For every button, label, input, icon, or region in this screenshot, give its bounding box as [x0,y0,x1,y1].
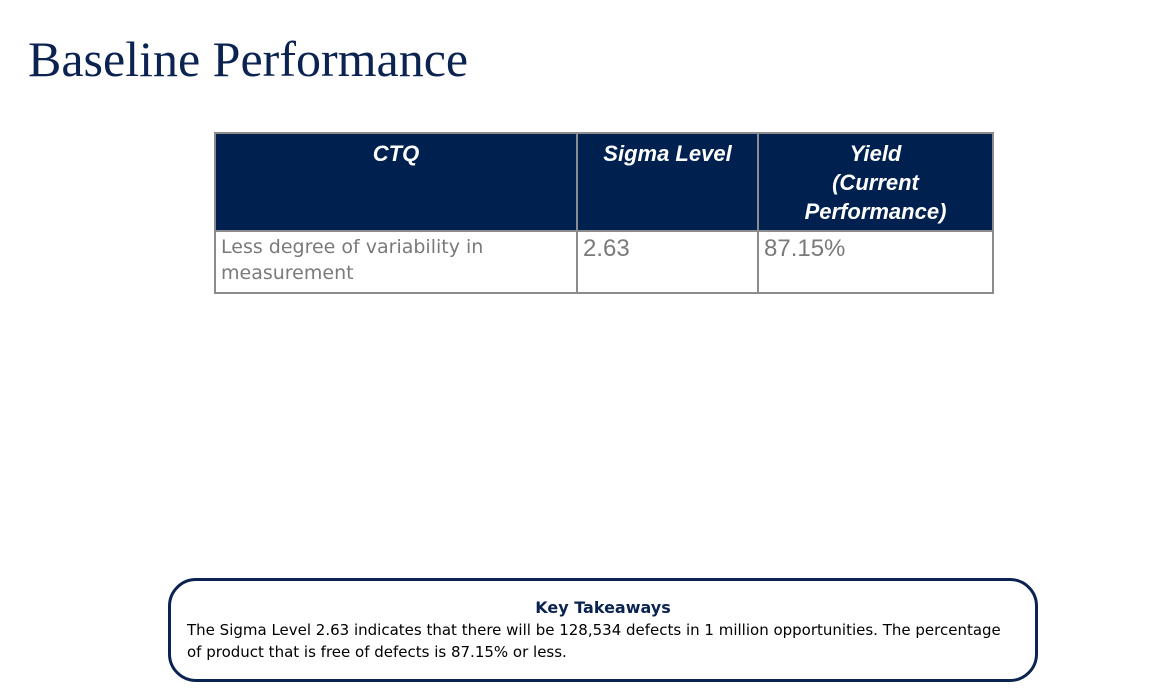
baseline-performance-table: CTQ Sigma Level Yield (Current Performan… [214,132,994,294]
key-takeaways-title: Key Takeaways [535,598,671,617]
cell-sigma-level: 2.63 [576,230,759,294]
header-yield-line-1: Yield [849,141,902,166]
key-takeaways-box: Key Takeaways The Sigma Level 2.63 indic… [168,578,1038,682]
header-sigma-level: Sigma Level [576,132,759,232]
cell-ctq: Less degree of variability in measuremen… [214,230,578,294]
slide-title: Baseline Performance [28,31,469,87]
cell-yield: 87.15% [757,230,994,294]
key-takeaways-body: The Sigma Level 2.63 indicates that ther… [187,621,1001,661]
table-header-row: CTQ Sigma Level Yield (Current Performan… [214,132,994,232]
header-yield: Yield (Current Performance) [757,132,994,232]
table-row: Less degree of variability in measuremen… [214,230,994,294]
header-yield-line-2: (Current [832,170,919,195]
baseline-table-container: CTQ Sigma Level Yield (Current Performan… [214,132,994,294]
header-yield-line-3: Performance) [804,199,947,224]
header-ctq: CTQ [214,132,578,232]
